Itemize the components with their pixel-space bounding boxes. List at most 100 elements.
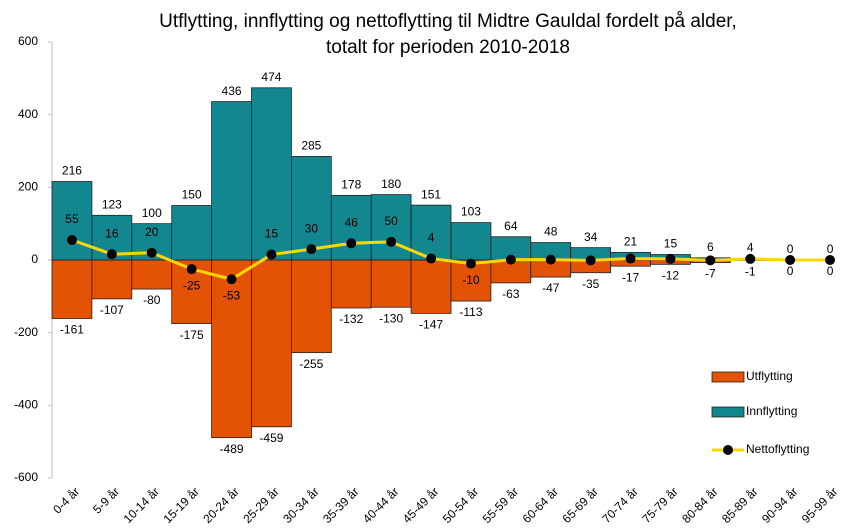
data-label: 4 (747, 241, 754, 255)
data-label: 20 (145, 225, 159, 239)
marker (705, 255, 716, 266)
marker (745, 253, 756, 264)
y-tick-label: 600 (18, 34, 38, 48)
data-label: -63 (502, 287, 520, 301)
data-label: -47 (542, 281, 560, 295)
y-tick-label: -400 (14, 398, 38, 412)
bar (211, 101, 252, 261)
marker (346, 238, 357, 249)
marker (146, 247, 157, 258)
data-label: 178 (341, 177, 361, 191)
data-label: 15 (664, 237, 678, 251)
bar (251, 259, 292, 428)
data-label: 180 (381, 177, 401, 191)
data-label: 0 (787, 264, 794, 278)
data-label: 436 (222, 84, 242, 98)
y-tick-label: -200 (14, 325, 38, 339)
data-label: -25 (183, 278, 201, 292)
data-label: 285 (301, 139, 321, 153)
data-label: 123 (102, 197, 122, 211)
marker (226, 274, 237, 285)
data-label: 0 (787, 242, 794, 256)
bar (330, 194, 372, 261)
data-label: 100 (142, 206, 162, 220)
data-label: 30 (305, 221, 319, 235)
y-tick-label: -600 (14, 470, 38, 484)
data-label: -107 (100, 303, 124, 317)
y-tick-label: 200 (18, 180, 38, 194)
legend-label: Nettoflytting (746, 442, 809, 456)
data-label: 46 (345, 215, 359, 229)
marker (585, 255, 596, 266)
bar (211, 259, 252, 439)
data-label: -161 (60, 323, 84, 337)
data-label: 0 (827, 242, 834, 256)
marker (66, 235, 77, 246)
bar (171, 205, 212, 261)
data-label: -17 (622, 270, 640, 284)
legend-marker (723, 445, 733, 455)
bar (51, 259, 93, 319)
line (71, 238, 831, 281)
data-label: -130 (379, 311, 403, 325)
chart-title: totalt for perioden 2010-2018 (326, 37, 570, 58)
data-label: 6 (707, 240, 714, 254)
marker (465, 258, 476, 269)
data-label: -35 (582, 277, 600, 291)
marker (625, 253, 636, 264)
bar (370, 194, 412, 261)
data-label: 16 (105, 226, 119, 240)
legend-label: Utflytting (746, 369, 793, 383)
legend-swatch (711, 406, 745, 418)
legend-label: Innflytting (746, 404, 797, 418)
data-label: -132 (339, 312, 363, 326)
data-label: 50 (384, 214, 398, 228)
bar (330, 259, 372, 309)
data-label: 64 (504, 219, 518, 233)
y-tick-label: 400 (18, 107, 38, 121)
data-label: -80 (143, 293, 161, 307)
legend-swatch (711, 371, 745, 383)
data-label: 150 (182, 188, 202, 202)
data-label: -175 (180, 328, 204, 342)
data-label: 103 (461, 205, 481, 219)
marker (426, 253, 437, 264)
marker (665, 253, 676, 264)
marker (505, 254, 516, 265)
marker (386, 236, 397, 247)
data-label: -255 (299, 357, 323, 371)
data-label: -1 (745, 265, 756, 279)
bar (51, 181, 93, 261)
data-label: 21 (624, 235, 638, 249)
data-label: 474 (261, 70, 281, 84)
marker (545, 254, 556, 265)
marker (266, 249, 277, 260)
bar (91, 259, 133, 300)
marker (186, 264, 197, 275)
data-label: 15 (265, 227, 279, 241)
data-label: 216 (62, 164, 82, 178)
y-tick-label: 0 (31, 252, 38, 266)
data-label: 4 (428, 231, 435, 245)
data-label: -489 (220, 442, 244, 456)
data-label: -12 (662, 269, 680, 283)
marker (106, 249, 117, 260)
data-label: -113 (459, 305, 482, 319)
data-label: -7 (705, 267, 716, 281)
data-label: -147 (419, 318, 443, 332)
bar (290, 156, 332, 261)
data-label: -10 (462, 273, 480, 287)
data-label: -459 (259, 431, 283, 445)
chart-title: Utflytting, innflytting og nettoflytting… (159, 11, 737, 32)
data-label: 151 (421, 187, 441, 201)
marker (785, 255, 796, 265)
data-label: 48 (544, 225, 558, 239)
marker (825, 255, 836, 265)
data-label: 55 (65, 212, 79, 226)
bar (131, 259, 173, 290)
bar (450, 222, 492, 261)
data-label: 34 (584, 230, 598, 244)
bar (370, 259, 412, 308)
data-label: -53 (223, 288, 241, 302)
